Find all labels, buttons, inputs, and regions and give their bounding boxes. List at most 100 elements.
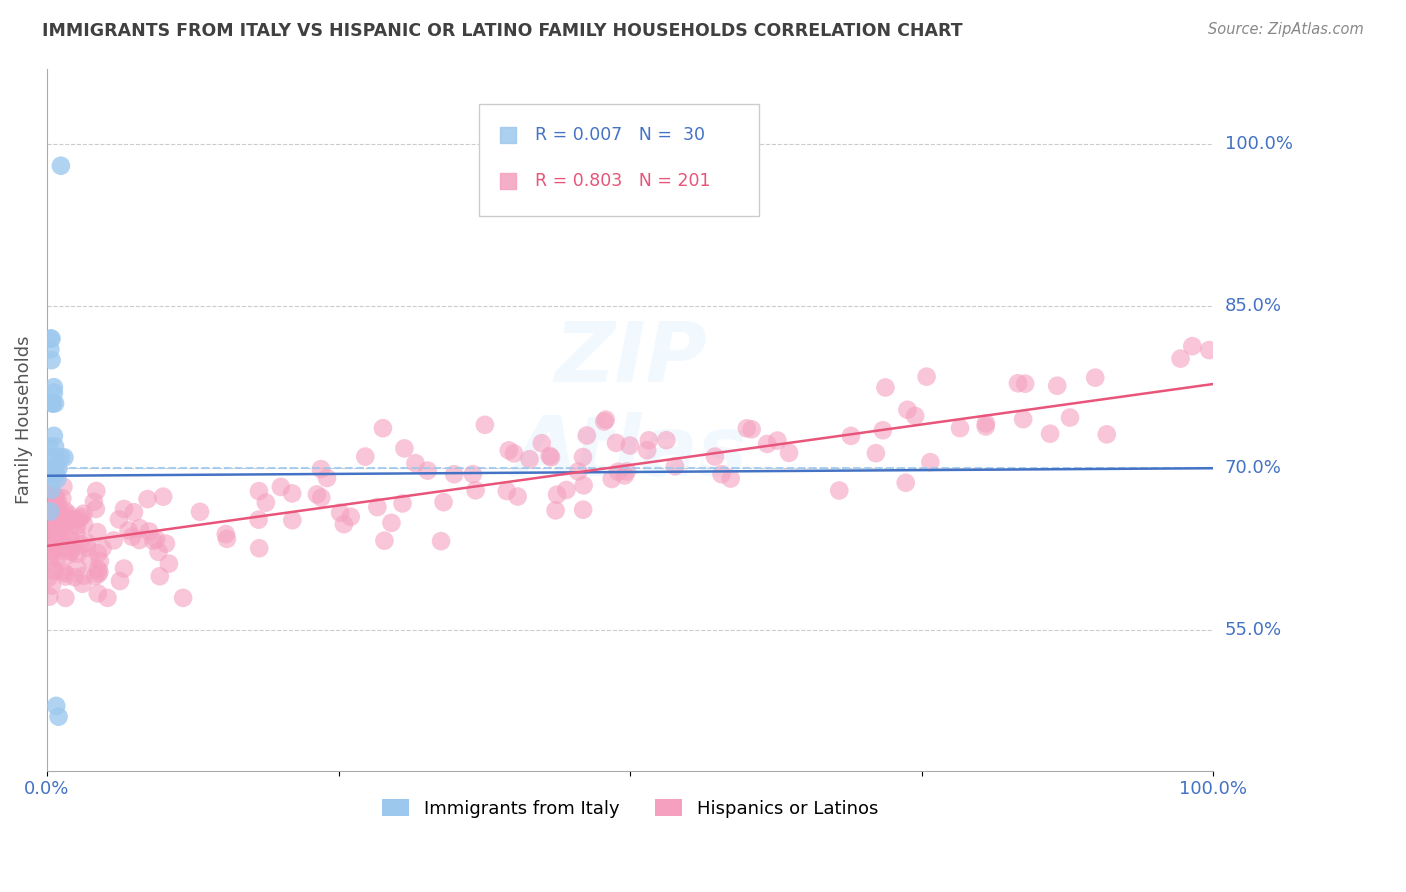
Point (46, 550, 69, 565)
Point (45, 698, 67, 713)
Point (904, 409, 927, 423)
Point (41, 332, 63, 346)
Point (710, 467, 733, 482)
Point (354, 450, 377, 464)
Point (46, 492, 69, 507)
Point (540, 450, 562, 465)
Point (519, 452, 541, 467)
Point (432, 495, 454, 509)
Point (49, 450, 72, 465)
Point (145, 532, 167, 546)
Point (37, 538, 59, 552)
Point (333, 517, 356, 532)
Point (605, 436, 627, 450)
Text: 70.0%: 70.0% (1225, 459, 1281, 477)
Point (53, 566, 76, 581)
Point (247, 513, 270, 527)
Point (37, 524, 59, 538)
Point (42, 543, 65, 558)
Point (42, 461, 65, 475)
Point (148, 545, 170, 559)
Point (44, 511, 66, 525)
Point (405, 456, 427, 470)
Point (1012, 412, 1035, 426)
Point (49, 159, 72, 173)
Point (44, 508, 66, 523)
Point (309, 462, 332, 476)
Point (37, 533, 59, 547)
Point (55, 515, 77, 529)
Point (55, 591, 77, 605)
Point (572, 450, 595, 464)
Point (1170, 351, 1192, 366)
Point (108, 574, 131, 588)
Point (87, 567, 110, 582)
Point (117, 524, 139, 538)
Point (380, 516, 402, 530)
Point (575, 428, 598, 442)
Point (281, 486, 304, 500)
Point (41, 525, 63, 540)
Point (637, 434, 659, 448)
Point (96, 591, 118, 605)
Point (46, 528, 69, 542)
Point (530, 436, 553, 450)
Point (607, 465, 630, 479)
Point (45, 450, 67, 465)
Point (544, 503, 567, 517)
Point (53, 504, 76, 518)
Point (41, 396, 63, 410)
Point (49, 507, 72, 521)
Point (51, 529, 73, 543)
Point (538, 449, 561, 463)
Point (84, 502, 107, 516)
Point (474, 417, 496, 432)
Point (1046, 378, 1069, 392)
Point (87, 562, 110, 576)
Point (39, 506, 62, 520)
Point (70, 509, 93, 524)
Point (152, 490, 174, 504)
Point (498, 443, 520, 458)
Point (496, 240, 519, 254)
Point (915, 369, 938, 384)
Point (720, 471, 742, 485)
Point (664, 459, 686, 474)
Point (430, 534, 453, 549)
Point (41, 450, 63, 465)
Point (865, 446, 887, 460)
Point (56, 507, 79, 521)
Point (59, 544, 82, 558)
Point (37, 521, 59, 535)
Point (46, 545, 69, 559)
Text: Source: ZipAtlas.com: Source: ZipAtlas.com (1208, 22, 1364, 37)
Point (108, 512, 131, 526)
Point (122, 505, 145, 519)
Point (42, 380, 65, 394)
Point (41, 396, 63, 410)
Point (37, 571, 59, 585)
Point (46, 526, 69, 541)
Point (59, 533, 82, 547)
Point (316, 471, 339, 485)
Point (79, 551, 101, 566)
Point (103, 533, 125, 548)
Point (949, 421, 972, 435)
Text: IMMIGRANTS FROM ITALY VS HISPANIC OR LATINO FAMILY HOUSEHOLDS CORRELATION CHART: IMMIGRANTS FROM ITALY VS HISPANIC OR LAT… (42, 22, 963, 40)
Point (1007, 376, 1029, 391)
Point (496, 310, 519, 324)
Point (872, 423, 894, 437)
Point (619, 438, 641, 452)
Text: R = 0.007   N =  30: R = 0.007 N = 30 (534, 127, 704, 145)
Point (600, 472, 623, 486)
Point (84, 569, 107, 583)
Point (39, 467, 62, 481)
Point (72, 576, 94, 591)
Point (172, 591, 194, 605)
Point (247, 484, 270, 499)
Point (73, 517, 96, 532)
Point (839, 429, 862, 443)
Point (38, 461, 60, 475)
Point (52, 480, 75, 494)
Point (39, 504, 62, 518)
